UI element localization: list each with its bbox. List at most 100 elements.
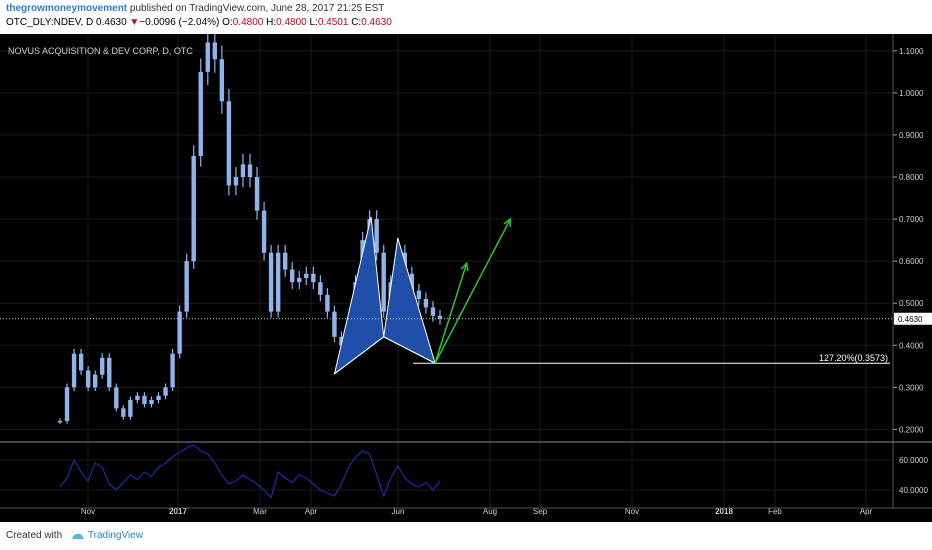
x-tick-label: 2018 xyxy=(715,507,733,516)
candle-body xyxy=(423,298,429,308)
candle-body xyxy=(261,210,267,253)
candle-body xyxy=(170,353,175,388)
created-with-label: Created with xyxy=(6,530,63,541)
candle-body xyxy=(100,357,105,375)
candle-body xyxy=(205,42,210,72)
candle-body xyxy=(156,395,161,400)
candle-body xyxy=(177,311,182,354)
candle-body xyxy=(198,71,203,156)
x-tick-label: Jun xyxy=(392,507,405,516)
candle-body xyxy=(297,277,302,283)
candle-body xyxy=(135,395,140,400)
close-label: C: xyxy=(351,17,362,28)
open-value: 0.4800 xyxy=(232,17,264,28)
close-value: 0.4630 xyxy=(361,17,392,28)
candle-body xyxy=(290,269,295,283)
candle-body xyxy=(226,101,232,186)
footer: Created with TradingView xyxy=(6,530,143,541)
last-price: 0.4630 xyxy=(96,17,127,28)
candle-body xyxy=(107,357,112,388)
low-label: L: xyxy=(309,17,318,28)
x-tick-label: Nov xyxy=(81,507,95,516)
candle-body xyxy=(121,408,126,417)
candle-body xyxy=(374,219,379,253)
y-tick-label: 0.3000 xyxy=(899,383,924,392)
candle-body xyxy=(339,336,344,346)
published-text: published on TradingView.com, June 28, 2… xyxy=(129,3,385,14)
author-link[interactable]: thegrowmoneymovement xyxy=(6,3,128,14)
fib-level-label: 127.20%(0.3573) xyxy=(819,353,888,363)
candle-body xyxy=(311,273,316,283)
candle-body xyxy=(318,282,323,295)
candle-body xyxy=(78,353,84,371)
pattern-leg xyxy=(383,336,436,364)
y-tick-label: 1.1000 xyxy=(899,47,924,56)
candle-body xyxy=(254,177,260,211)
rsi-line xyxy=(59,444,441,499)
candle-body xyxy=(268,252,274,312)
x-tick-label: Aug xyxy=(483,507,497,516)
high-label: H: xyxy=(266,17,277,28)
candle-body xyxy=(430,307,436,316)
symbol-info-line: OTC_DLY:NDEV, D 0.4630 ▼−0.0096 (−2.04%)… xyxy=(6,17,392,28)
candle-body xyxy=(325,294,330,312)
candle-body xyxy=(282,252,288,270)
candle-body xyxy=(163,387,168,396)
symbol-label: OTC_DLY:NDEV, D xyxy=(6,17,94,28)
pattern-leg xyxy=(334,336,385,375)
candle-body xyxy=(219,59,225,102)
rsi-tick-label: 60.0000 xyxy=(899,456,928,465)
chart-area[interactable]: 0.4630 127.20%(0.3573) 1.1000 1.0000 0.9000… xyxy=(0,28,932,522)
y-tick-label: 0.8000 xyxy=(899,173,924,182)
projection-arrow-head xyxy=(503,217,512,228)
projection-arrow xyxy=(434,218,512,364)
y-tick-label: 0.9000 xyxy=(899,131,924,140)
candle-body xyxy=(332,311,337,337)
price-change: −0.0096 (−2.04%) xyxy=(139,17,220,28)
price-chart[interactable]: 0.4630 127.20%(0.3573) 1.1000 1.0000 0.9000… xyxy=(0,28,932,522)
publish-line: thegrowmoneymovement published on Tradin… xyxy=(6,3,384,14)
y-tick-label: 0.4000 xyxy=(899,341,924,350)
projection-arrow xyxy=(434,263,468,364)
candle-body xyxy=(191,155,196,262)
candle-body xyxy=(142,395,147,405)
candle-body xyxy=(233,177,239,186)
high-value: 0.4800 xyxy=(276,17,307,28)
last-price-label: 0.4630 xyxy=(898,315,923,324)
x-tick-label: Mar xyxy=(253,507,267,516)
candle-body xyxy=(149,399,154,405)
chart-title: NOVUS ACQUISITION & DEV CORP, D, OTC xyxy=(8,46,193,56)
y-tick-label: 1.0000 xyxy=(899,89,924,98)
candle-body xyxy=(71,353,77,388)
candle-body xyxy=(275,252,281,312)
x-tick-label: Apr xyxy=(860,507,873,516)
candle-body xyxy=(184,261,189,312)
y-tick-label: 0.6000 xyxy=(899,257,924,266)
y-tick-label: 0.2000 xyxy=(899,425,924,434)
tradingview-logo-icon xyxy=(71,533,84,539)
y-tick-label: 0.5000 xyxy=(899,299,924,308)
candle-body xyxy=(247,164,253,178)
rsi-tick-label: 40.0000 xyxy=(899,486,928,495)
x-tick-label: 2017 xyxy=(169,507,187,516)
tradingview-brand[interactable]: TradingView xyxy=(87,530,143,541)
candle-body xyxy=(85,370,91,388)
candle-body xyxy=(409,273,415,291)
candle-body xyxy=(437,315,443,319)
candle-body xyxy=(212,42,218,60)
candle-body xyxy=(64,387,70,421)
x-tick-label: Sep xyxy=(533,507,548,516)
candle-body xyxy=(381,252,386,312)
down-arrow-icon: ▼ xyxy=(129,17,140,28)
candle-body xyxy=(416,290,422,299)
x-tick-label: Feb xyxy=(768,507,782,516)
low-value: 0.4501 xyxy=(317,17,349,28)
y-tick-label: 0.7000 xyxy=(899,215,924,224)
last-price-tag xyxy=(894,312,932,325)
x-tick-label: Apr xyxy=(305,507,318,516)
candle-body xyxy=(114,387,119,409)
candle-body xyxy=(304,273,309,278)
candle-body xyxy=(57,420,63,423)
candle-body xyxy=(128,399,133,417)
open-label: O: xyxy=(222,17,233,28)
